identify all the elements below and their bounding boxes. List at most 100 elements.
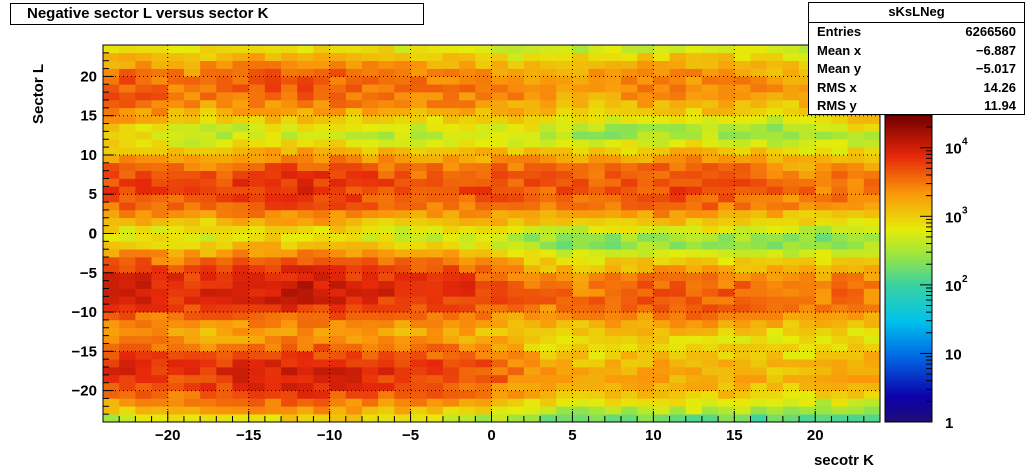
palette-segment xyxy=(885,396,932,400)
palette-segment xyxy=(885,150,932,154)
heatmap-cell xyxy=(345,115,363,124)
heatmap-cell xyxy=(119,343,136,352)
heatmap-cell xyxy=(572,92,589,101)
heatmap-cell xyxy=(701,107,719,116)
heatmap-cell xyxy=(588,123,606,132)
heatmap-cell xyxy=(831,367,848,376)
heatmap-cell xyxy=(475,241,492,250)
heatmap-cell xyxy=(863,249,881,258)
palette-segment xyxy=(885,283,932,287)
heatmap-cell xyxy=(459,343,476,352)
heatmap-cell xyxy=(621,115,638,124)
heatmap-cell xyxy=(588,249,606,258)
heatmap-cell xyxy=(847,296,865,305)
chart-title: Negative sector L versus sector K xyxy=(10,3,424,25)
heatmap-cell xyxy=(847,398,865,407)
heatmap-cell xyxy=(815,272,832,281)
heatmap-cell xyxy=(167,280,185,289)
heatmap-cell xyxy=(426,351,444,360)
heatmap-cell xyxy=(718,414,735,423)
heatmap-cell xyxy=(588,68,606,77)
heatmap-cell xyxy=(750,202,767,211)
heatmap-cell xyxy=(540,99,557,109)
heatmap-cell xyxy=(847,241,865,250)
heatmap-cell xyxy=(718,288,735,297)
heatmap-cell xyxy=(281,264,298,274)
heatmap-cell xyxy=(345,233,363,242)
heatmap-cell xyxy=(459,398,476,407)
heatmap-cell xyxy=(766,209,784,219)
heatmap-cell xyxy=(264,359,282,368)
heatmap-cell xyxy=(799,296,816,305)
heatmap-cell xyxy=(475,92,492,101)
palette-segment xyxy=(885,263,932,267)
heatmap-cell xyxy=(183,382,201,391)
palette-segment xyxy=(885,214,932,218)
heatmap-cell xyxy=(135,60,152,69)
heatmap-cell xyxy=(248,147,266,156)
heatmap-cell xyxy=(847,194,865,203)
heatmap-cell xyxy=(653,99,670,109)
heatmap-cell xyxy=(378,147,395,156)
heatmap-cell xyxy=(523,186,541,195)
heatmap-cell xyxy=(556,327,573,336)
heatmap-cell xyxy=(734,359,751,368)
heatmap-cell xyxy=(103,241,120,250)
heatmap-cell xyxy=(167,359,185,368)
heatmap-cell xyxy=(734,280,751,289)
heatmap-cell xyxy=(637,52,654,62)
heatmap-cell xyxy=(734,123,751,132)
palette-segment xyxy=(885,176,932,180)
heatmap-cell xyxy=(669,123,687,132)
heatmap-cell xyxy=(232,272,249,281)
heatmap-cell xyxy=(604,312,622,321)
heatmap-cell xyxy=(863,288,881,297)
y-tick-label: −5 xyxy=(80,265,97,282)
heatmap-cell xyxy=(135,123,152,132)
heatmap-cell xyxy=(799,272,816,281)
heatmap-cell xyxy=(507,202,525,211)
heatmap-cell xyxy=(378,390,395,399)
heatmap-cell xyxy=(685,76,703,85)
heatmap-cell xyxy=(200,327,217,336)
heatmap-cell xyxy=(637,359,654,368)
heatmap-cell xyxy=(378,406,395,415)
palette-segment xyxy=(885,296,932,300)
heatmap-cell xyxy=(135,382,152,391)
heatmap-cell xyxy=(540,367,557,376)
heatmap-cell xyxy=(151,241,169,250)
heatmap-cell xyxy=(718,84,735,93)
heatmap-cell xyxy=(799,209,816,219)
heatmap-cell xyxy=(750,60,767,69)
heatmap-cell xyxy=(556,367,573,376)
heatmap-cell xyxy=(701,312,719,321)
heatmap-cell xyxy=(248,225,266,234)
palette-segment xyxy=(885,260,932,264)
heatmap-cell xyxy=(831,162,848,171)
heatmap-cell xyxy=(653,52,670,62)
heatmap-cell xyxy=(475,115,492,124)
heatmap-cell xyxy=(653,406,670,415)
heatmap-cell xyxy=(572,288,589,297)
heatmap-cell xyxy=(847,147,865,156)
heatmap-cell xyxy=(297,367,314,376)
heatmap-cell xyxy=(297,288,314,297)
heatmap-cell xyxy=(750,249,767,258)
heatmap-cell xyxy=(216,304,233,313)
heatmap-cell xyxy=(119,76,136,85)
heatmap-cell xyxy=(847,382,865,391)
heatmap-cell xyxy=(621,139,638,148)
heatmap-cell xyxy=(297,76,314,85)
heatmap-cell xyxy=(410,186,428,195)
heatmap-cell xyxy=(135,264,152,274)
heatmap-cell xyxy=(167,92,185,101)
heatmap-cell xyxy=(588,194,606,203)
heatmap-cell xyxy=(507,414,525,423)
heatmap-cell xyxy=(507,351,525,360)
heatmap-cell xyxy=(313,170,330,179)
heatmap-cell xyxy=(426,170,444,179)
heatmap-cell xyxy=(216,343,233,352)
heatmap-cell xyxy=(135,241,152,250)
palette-segment xyxy=(885,375,932,380)
heatmap-cell xyxy=(183,296,201,305)
